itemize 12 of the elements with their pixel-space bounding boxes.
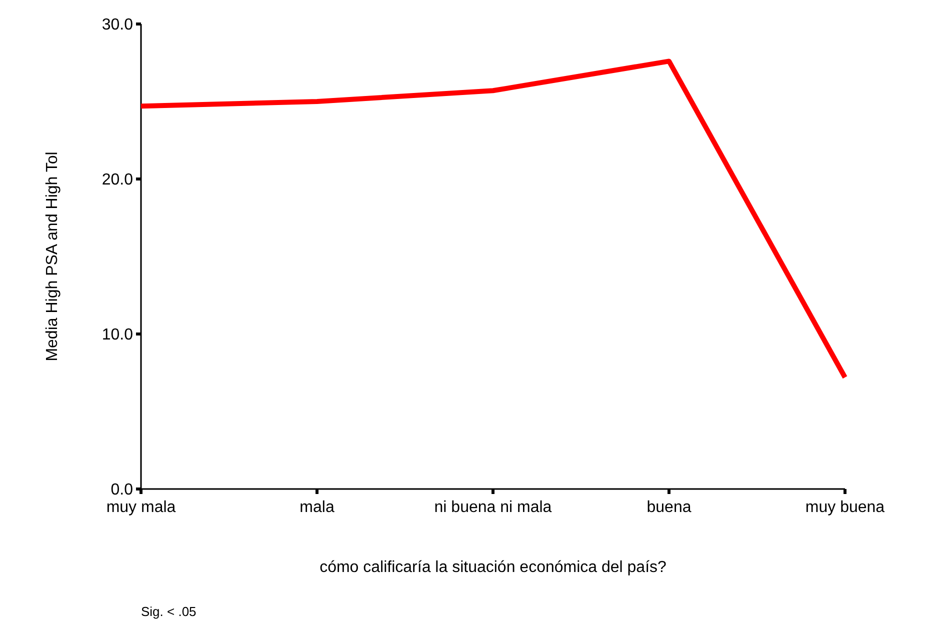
x-tick-label: muy mala bbox=[106, 499, 176, 516]
y-axis-title: Media High PSA and High Tol bbox=[44, 152, 61, 362]
y-tick-label: 0.0 bbox=[110, 482, 134, 499]
text: Sig. < .05 bbox=[141, 604, 196, 619]
x-tick-label: buena bbox=[646, 499, 692, 516]
x-tick-label: mala bbox=[300, 499, 334, 516]
x-tick-label: ni buena ni mala bbox=[434, 499, 552, 516]
y-tick-label: 30.0 bbox=[102, 16, 134, 34]
x-axis-title: cómo calificaría la situación económica del país? bbox=[320, 559, 667, 576]
x-tick-label: muy buena bbox=[805, 499, 885, 516]
y-tick-label: 10.0 bbox=[102, 326, 134, 344]
y-tick-label: 20.0 bbox=[102, 172, 134, 189]
